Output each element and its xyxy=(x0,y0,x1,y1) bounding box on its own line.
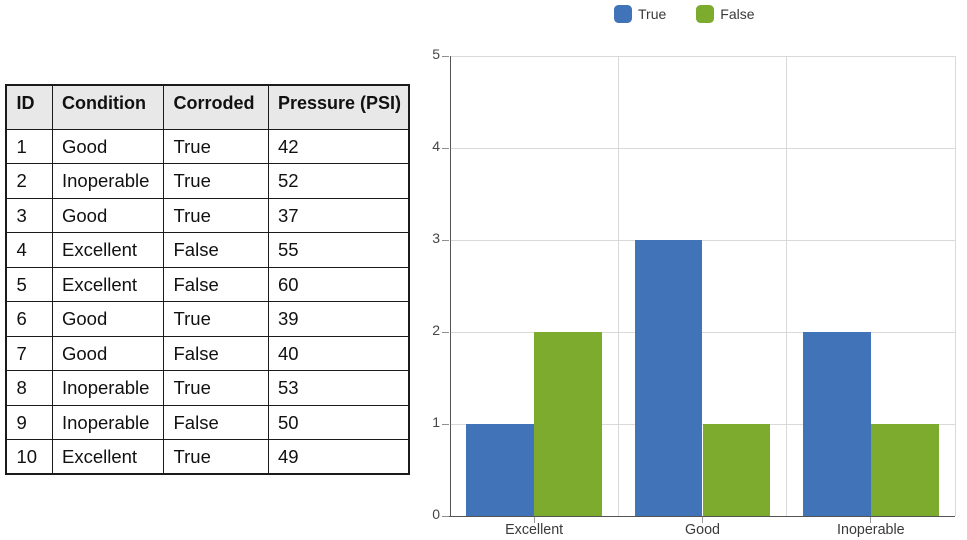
table-cell: Excellent xyxy=(51,266,164,302)
x-axis-category-label: Excellent xyxy=(505,522,564,538)
x-axis-category-label: Inoperable xyxy=(837,522,905,538)
table-row: 3 Good True 37 xyxy=(5,197,410,233)
y-axis-tick xyxy=(441,147,449,149)
table-cell: True xyxy=(163,163,269,199)
table-cell: 49 xyxy=(267,439,410,475)
legend-item-false: False xyxy=(696,5,755,23)
table-cell: Inoperable xyxy=(51,370,164,406)
bar-true-inoperable xyxy=(803,332,871,516)
table-cell: True xyxy=(163,301,269,337)
table-cell: True xyxy=(163,370,269,406)
column-header-id: ID xyxy=(5,84,53,130)
legend-label-false: False xyxy=(720,6,755,22)
table-cell: 50 xyxy=(267,404,410,440)
y-axis-tick xyxy=(441,239,449,241)
table-cell: Good xyxy=(51,301,164,337)
x-axis-tick xyxy=(870,517,872,524)
x-gridline xyxy=(954,56,956,516)
bar-true-good xyxy=(634,240,703,516)
table-cell: 1 xyxy=(5,128,53,164)
table-cell: 42 xyxy=(267,128,410,164)
table-cell: 9 xyxy=(5,404,53,440)
table-cell: 37 xyxy=(267,197,410,233)
legend-swatch-true-icon xyxy=(614,5,632,23)
x-gridline xyxy=(786,56,788,516)
table-cell: Good xyxy=(51,335,164,371)
x-gridline xyxy=(617,56,619,516)
table-cell: 55 xyxy=(267,232,410,268)
table-cell: Excellent xyxy=(51,439,164,475)
table-cell: Inoperable xyxy=(51,163,164,199)
y-axis-tick xyxy=(441,423,449,425)
table-cell: 2 xyxy=(5,163,53,199)
y-axis-tick-label: 2 xyxy=(432,321,440,338)
table-cell: 40 xyxy=(267,335,410,371)
table-cell: Good xyxy=(51,128,164,164)
legend-item-true: True xyxy=(614,5,666,23)
table-cell: 8 xyxy=(5,370,53,406)
y-axis-tick-label: 4 xyxy=(432,137,440,154)
y-axis-tick-label: 0 xyxy=(432,505,440,522)
x-axis-category-label: Good xyxy=(685,522,720,538)
table-cell: False xyxy=(163,266,269,302)
table-cell: False xyxy=(163,404,269,440)
bar-false-inoperable xyxy=(870,424,939,516)
table-cell: 6 xyxy=(5,301,53,337)
table-row: 10 Excellent True 49 xyxy=(5,439,410,475)
table-cell: 53 xyxy=(267,370,410,406)
y-axis-tick xyxy=(441,55,449,57)
table-cell: 52 xyxy=(267,163,410,199)
y-gridline xyxy=(450,55,955,57)
table-cell: 39 xyxy=(267,301,410,337)
chart-legend: True False xyxy=(614,5,755,23)
table-cell: 4 xyxy=(5,232,53,268)
table-cell: Good xyxy=(51,197,164,233)
table-row: 2 Inoperable True 52 xyxy=(5,163,410,199)
y-axis-tick-label: 1 xyxy=(432,413,440,430)
bar-false-good xyxy=(702,424,771,516)
legend-label-true: True xyxy=(638,6,667,22)
legend-swatch-false-icon xyxy=(696,5,715,23)
table-cell: 60 xyxy=(267,266,410,302)
y-gridline xyxy=(450,147,955,149)
table-row: 4 Excellent False 55 xyxy=(5,232,410,268)
bar-true-excellent xyxy=(466,424,535,516)
table-cell: 5 xyxy=(5,266,53,302)
column-header-condition: Condition xyxy=(51,84,164,130)
table-row: 7 Good False 40 xyxy=(5,335,410,371)
x-axis-tick xyxy=(702,517,703,524)
table-cell: False xyxy=(163,335,269,371)
y-axis-line xyxy=(450,56,452,516)
table-row: 9 Inoperable False 50 xyxy=(5,404,410,440)
table-cell: 10 xyxy=(5,439,53,475)
bar-false-excellent xyxy=(534,332,602,516)
y-axis-tick-label: 3 xyxy=(432,229,440,246)
y-gridline xyxy=(450,331,955,333)
y-axis-tick xyxy=(441,331,449,333)
table-row: 8 Inoperable True 53 xyxy=(5,370,410,406)
y-axis-tick xyxy=(441,515,449,517)
pipes-table: ID Condition Corroded Pressure (PSI) 1 Go… xyxy=(5,84,410,475)
table-cell: False xyxy=(163,232,269,268)
table-row: 6 Good True 39 xyxy=(5,301,410,337)
column-header-pressure: Pressure (PSI) xyxy=(267,84,410,130)
bar-chart-plot-area: 0 1 2 3 4 5 Excellent Good Inoperable xyxy=(432,47,956,538)
table-cell: 3 xyxy=(5,197,53,233)
table-row: 1 Good True 42 xyxy=(5,128,410,164)
column-header-corroded: Corroded xyxy=(163,84,269,130)
table-cell: Inoperable xyxy=(51,404,164,440)
table-row: 5 Excellent False 60 xyxy=(5,266,410,302)
y-gridline xyxy=(450,239,955,241)
x-axis-line xyxy=(448,515,955,517)
y-axis-tick-label: 5 xyxy=(432,45,440,62)
table-cell: True xyxy=(163,197,269,233)
table-cell: True xyxy=(163,439,269,475)
table-cell: 7 xyxy=(5,335,53,371)
table-header-row: ID Condition Corroded Pressure (PSI) xyxy=(5,84,410,130)
table-cell: True xyxy=(163,128,269,164)
x-axis-tick xyxy=(533,517,535,524)
table-cell: Excellent xyxy=(51,232,164,268)
